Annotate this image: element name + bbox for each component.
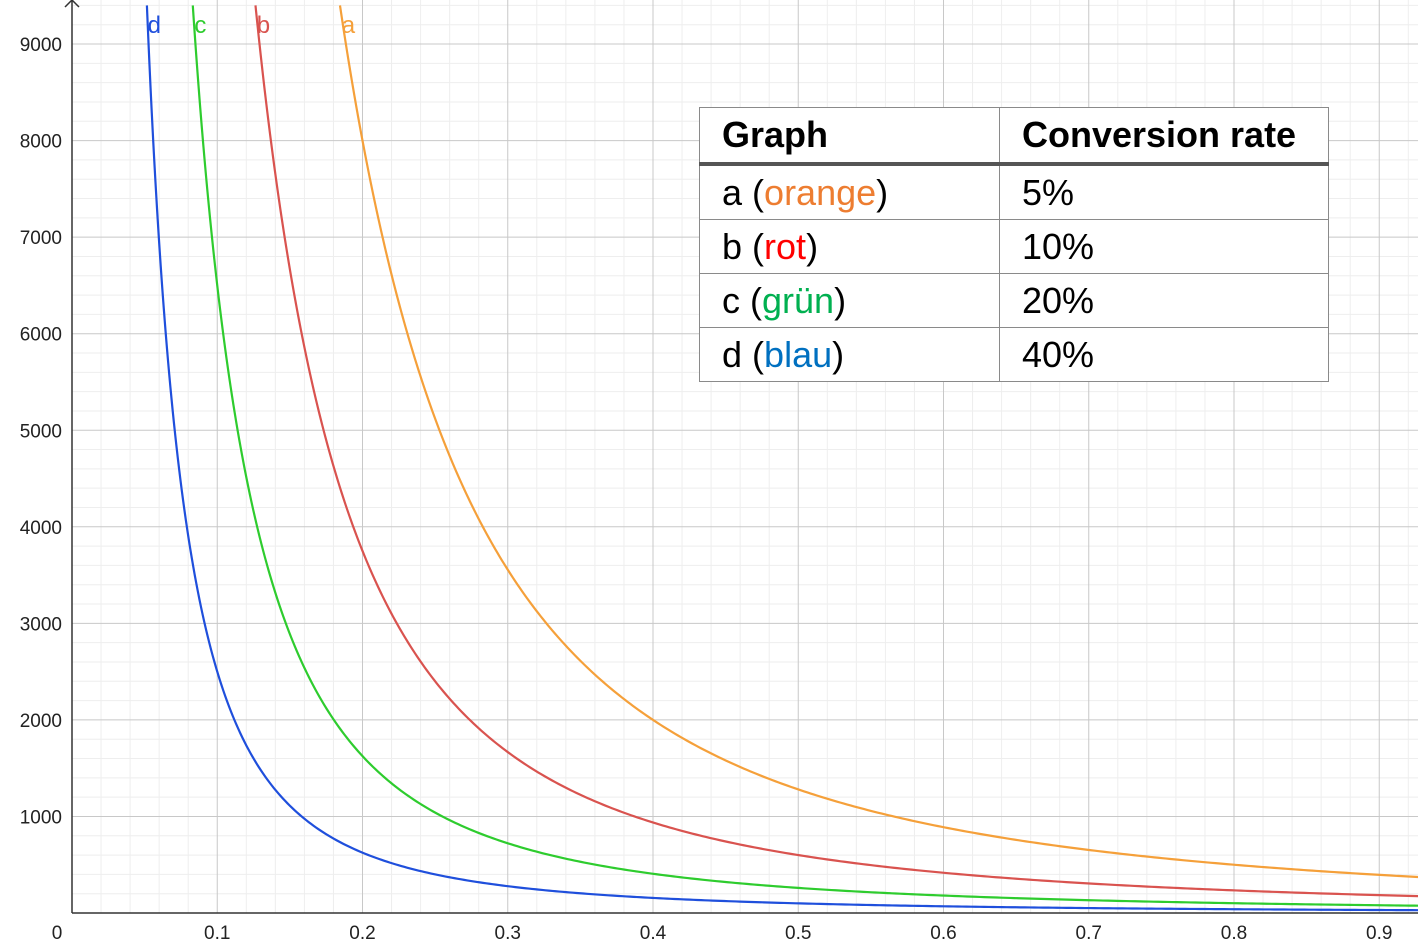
color-word: orange	[764, 171, 877, 213]
y-tick-label: 6000	[20, 325, 62, 346]
curve-label-c: c	[194, 12, 206, 39]
paren-close: )	[806, 225, 819, 267]
paren-close: )	[876, 171, 889, 213]
conversion-rate-table: Graph Conversion rate a (orange) 5% b (r…	[699, 107, 1329, 382]
graph-cell: b (rot)	[699, 219, 1000, 274]
x-tick-label: 0.1	[204, 923, 230, 944]
paren-open: (	[750, 279, 763, 321]
graph-cell: a (orange)	[699, 163, 1000, 220]
graph-letter: a	[722, 171, 743, 213]
axes	[64, 0, 1418, 914]
y-axis-arrow	[64, 0, 80, 8]
y-tick-label: 7000	[20, 228, 62, 249]
curve-b	[254, 5, 1418, 898]
rate-cell: 10%	[999, 219, 1329, 274]
x-tick-label: 0.2	[349, 923, 375, 944]
graph-header: Graph	[699, 107, 1000, 166]
x-tick-label: 0.6	[930, 923, 956, 944]
curve-label-b: b	[257, 12, 270, 39]
conversion-rate-header: Conversion rate	[999, 107, 1329, 166]
origin-label: 0	[52, 923, 63, 944]
x-tick-label: 0.8	[1221, 923, 1247, 944]
color-word: rot	[764, 225, 807, 267]
color-word: blau	[764, 333, 833, 375]
rate-cell: 20%	[999, 273, 1329, 328]
curve-label-d: d	[148, 12, 161, 39]
table-row: a (orange) 5%	[699, 163, 1329, 220]
x-tick-label: 0.3	[495, 923, 521, 944]
rate-cell: 5%	[999, 163, 1329, 220]
x-tick-label: 0.5	[785, 923, 811, 944]
paren-open: (	[752, 333, 765, 375]
graph-cell: c (grün)	[699, 273, 1000, 328]
y-tick-label: 5000	[20, 421, 62, 442]
curve-d	[145, 5, 1418, 912]
y-tick-label: 1000	[20, 807, 62, 828]
y-tick-label: 2000	[20, 711, 62, 732]
y-tick-label: 9000	[20, 35, 62, 56]
y-tick-label: 4000	[20, 518, 62, 539]
graph-letter: c	[722, 279, 740, 321]
y-tick-label: 3000	[20, 614, 62, 635]
color-word: grün	[762, 279, 835, 321]
paren-open: (	[752, 225, 765, 267]
table-header-row: Graph Conversion rate	[699, 107, 1329, 166]
graph-cell: d (blau)	[699, 327, 1000, 382]
paren-open: (	[752, 171, 765, 213]
graph-letter: d	[722, 333, 743, 375]
table-row: b (rot) 10%	[699, 219, 1329, 274]
curves	[145, 5, 1418, 912]
table-row: c (grün) 20%	[699, 273, 1329, 328]
minor-grid	[72, 0, 1418, 913]
curve-a	[338, 5, 1418, 879]
table-row: d (blau) 40%	[699, 327, 1329, 382]
graph-letter: b	[722, 225, 743, 267]
x-tick-label: 0.7	[1076, 923, 1102, 944]
curve-labels: a b c d	[148, 12, 356, 39]
paren-close: )	[834, 279, 847, 321]
x-tick-label: 0.9	[1366, 923, 1392, 944]
paren-close: )	[832, 333, 845, 375]
rate-cell: 40%	[999, 327, 1329, 382]
curve-c	[191, 5, 1418, 907]
tick-labels: 0.1 0.2 0.3 0.4 0.5 0.6 0.7 0.8 0.9 1000 2000 3000 4…	[20, 35, 1393, 944]
curve-label-a: a	[342, 12, 356, 39]
y-tick-label: 8000	[20, 132, 62, 153]
x-tick-label: 0.4	[640, 923, 667, 944]
